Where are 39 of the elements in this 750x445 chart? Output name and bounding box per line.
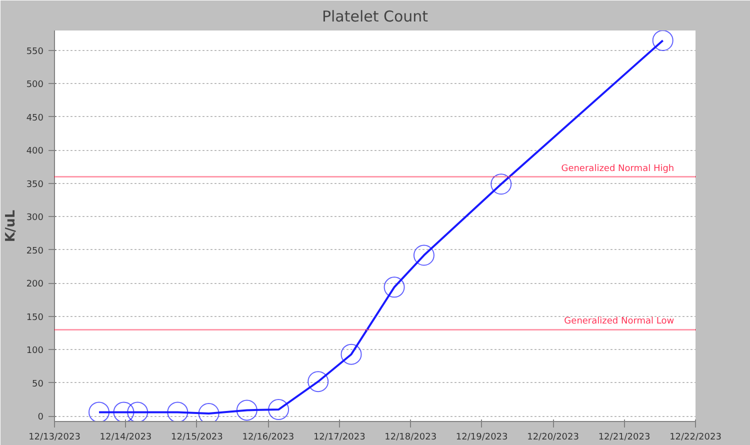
y-tick-label: 50	[32, 379, 44, 390]
x-tick-label: 12/14/2023	[100, 432, 152, 442]
y-tick-label: 200	[26, 280, 44, 290]
x-tick-label: 12/21/2023	[598, 432, 650, 442]
x-tick-label: 12/15/2023	[171, 432, 223, 442]
point	[340, 344, 362, 365]
point	[88, 402, 110, 422]
y-tick-label: 550	[26, 46, 44, 57]
chart-title: Platelet Count	[322, 8, 428, 26]
y-tick-label: 100	[26, 346, 44, 356]
point	[652, 30, 674, 51]
y-tick-label: 500	[26, 80, 44, 90]
point	[167, 402, 188, 422]
y-tick-label: 400	[26, 146, 44, 157]
x-tick-label: 12/20/2023	[527, 432, 579, 442]
x-tick-label: 12/19/2023	[456, 432, 508, 442]
point	[236, 400, 258, 421]
point	[384, 276, 405, 298]
ref-line-label: Generalized Normal High	[561, 164, 674, 174]
point	[268, 399, 290, 420]
point	[127, 402, 148, 422]
y-axis-title: K/uL	[3, 210, 18, 242]
point	[113, 402, 134, 422]
x-tick-label: 12/13/2023	[28, 432, 80, 442]
point	[308, 371, 329, 392]
point	[413, 244, 434, 266]
y-tick-label: 300	[26, 213, 44, 224]
y-tick-label: 450	[26, 113, 44, 124]
y-tick-label: 150	[26, 312, 44, 323]
ref-line-label: Generalized Normal Low	[564, 316, 674, 327]
x-tick-label: 12/16/2023	[242, 432, 294, 442]
x-tick-label: 12/22/2023	[670, 432, 722, 442]
y-tick-label: 250	[26, 246, 44, 256]
y-tick-label: 350	[26, 180, 44, 190]
point	[198, 403, 220, 422]
x-tick-label: 12/17/2023	[313, 432, 366, 442]
x-tick-label: 12/18/2023	[384, 432, 437, 442]
y-tick-label: 0	[38, 412, 44, 423]
point	[490, 174, 512, 195]
